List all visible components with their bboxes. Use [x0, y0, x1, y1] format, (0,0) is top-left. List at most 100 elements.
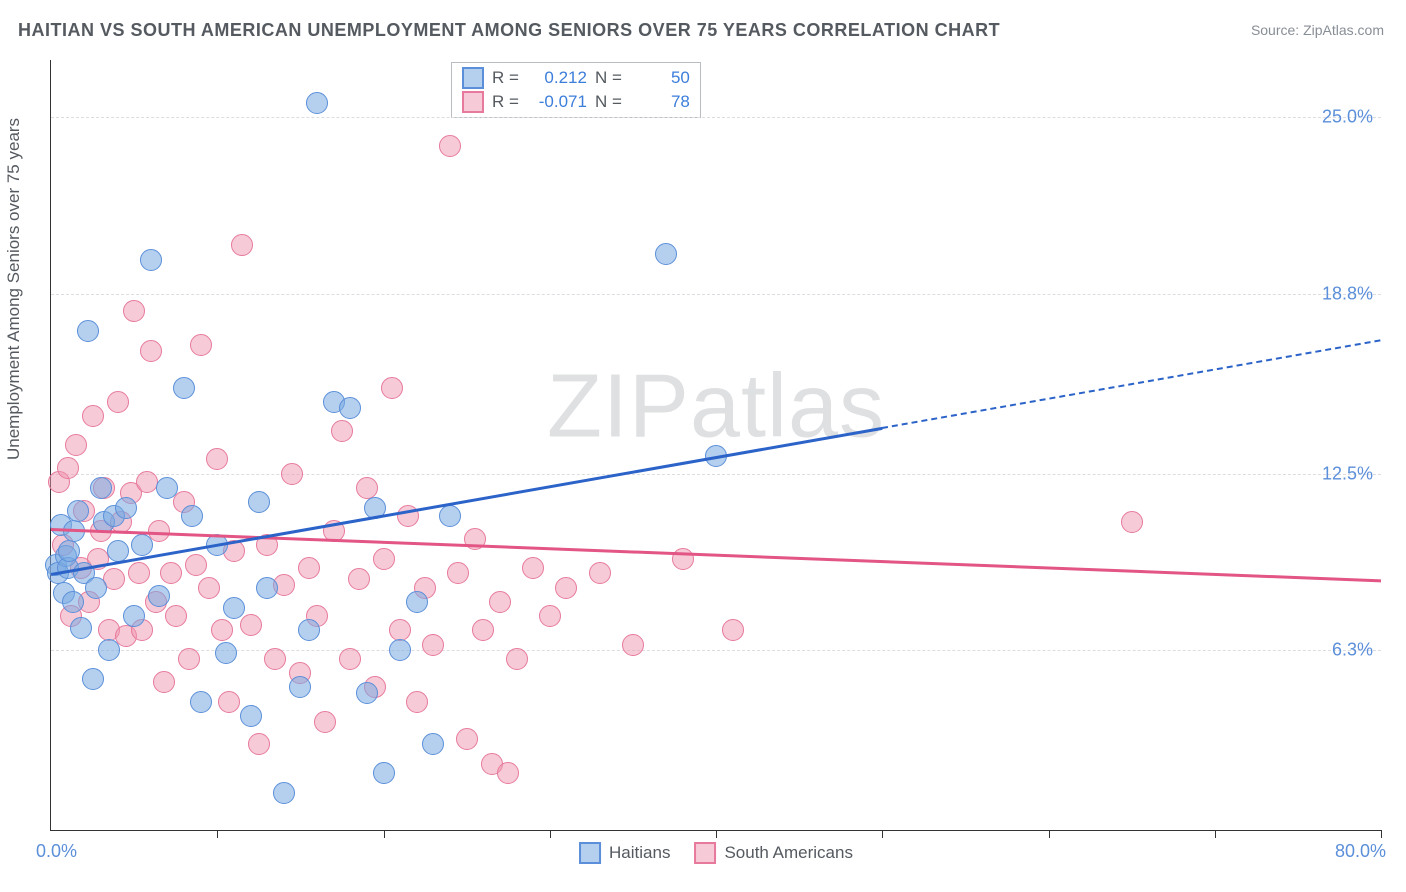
- point-series-b: [314, 711, 336, 733]
- point-series-b: [153, 671, 175, 693]
- point-series-b: [506, 648, 528, 670]
- point-series-a: [82, 668, 104, 690]
- point-series-a: [107, 540, 129, 562]
- series-legend: Haitians South Americans: [579, 842, 853, 864]
- chart-title: HAITIAN VS SOUTH AMERICAN UNEMPLOYMENT A…: [18, 20, 1000, 41]
- point-series-b: [497, 762, 519, 784]
- point-series-b: [589, 562, 611, 584]
- point-series-a: [389, 639, 411, 661]
- point-series-a: [223, 597, 245, 619]
- point-series-b: [456, 728, 478, 750]
- point-series-a: [115, 497, 137, 519]
- point-series-a: [273, 782, 295, 804]
- point-series-a: [422, 733, 444, 755]
- watermark-bold: ZIP: [547, 356, 690, 456]
- y-axis-label: Unemployment Among Seniors over 75 years: [4, 118, 24, 460]
- point-series-b: [622, 634, 644, 656]
- point-series-b: [231, 234, 253, 256]
- gridline: [51, 650, 1381, 651]
- point-series-a: [240, 705, 262, 727]
- y-tick-label: 12.5%: [1322, 463, 1373, 484]
- point-series-a: [339, 397, 361, 419]
- gridline: [51, 294, 1381, 295]
- x-tick: [217, 830, 218, 838]
- r-label: R =: [492, 92, 519, 112]
- point-series-b: [373, 548, 395, 570]
- point-series-b: [57, 457, 79, 479]
- point-series-b: [356, 477, 378, 499]
- y-tick-label: 6.3%: [1332, 640, 1373, 661]
- point-series-b: [107, 391, 129, 413]
- gridline: [51, 117, 1381, 118]
- point-series-b: [422, 634, 444, 656]
- point-series-a: [655, 243, 677, 265]
- r-value-a: 0.212: [527, 68, 587, 88]
- point-series-b: [264, 648, 286, 670]
- legend-label-b: South Americans: [724, 843, 853, 863]
- point-series-b: [439, 135, 461, 157]
- legend-row-a: R = 0.212 N = 50: [462, 67, 690, 89]
- point-series-b: [489, 591, 511, 613]
- legend-item-b: South Americans: [694, 842, 853, 864]
- r-label: R =: [492, 68, 519, 88]
- point-series-a: [173, 377, 195, 399]
- point-series-a: [70, 617, 92, 639]
- point-series-a: [406, 591, 428, 613]
- point-series-a: [439, 505, 461, 527]
- n-value-b: 78: [630, 92, 690, 112]
- point-series-a: [131, 534, 153, 556]
- point-series-a: [123, 605, 145, 627]
- y-tick-label: 25.0%: [1322, 107, 1373, 128]
- point-series-a: [298, 619, 320, 641]
- correlation-legend: R = 0.212 N = 50 R = -0.071 N = 78: [451, 62, 701, 118]
- swatch-series-a: [579, 842, 601, 864]
- source-attribution: Source: ZipAtlas.com: [1251, 22, 1384, 38]
- point-series-b: [128, 562, 150, 584]
- r-value-b: -0.071: [527, 92, 587, 112]
- point-series-b: [211, 619, 233, 641]
- point-series-b: [339, 648, 361, 670]
- x-tick: [1215, 830, 1216, 838]
- point-series-b: [190, 334, 212, 356]
- point-series-b: [406, 691, 428, 713]
- x-tick: [882, 830, 883, 838]
- point-series-b: [140, 340, 162, 362]
- point-series-b: [165, 605, 187, 627]
- legend-row-b: R = -0.071 N = 78: [462, 91, 690, 113]
- point-series-a: [215, 642, 237, 664]
- n-label: N =: [595, 92, 622, 112]
- point-series-a: [62, 591, 84, 613]
- point-series-a: [67, 500, 89, 522]
- point-series-b: [65, 434, 87, 456]
- point-series-a: [256, 577, 278, 599]
- gridline: [51, 474, 1381, 475]
- point-series-a: [85, 577, 107, 599]
- point-series-b: [331, 420, 353, 442]
- scatter-plot-area: ZIPatlas R = 0.212 N = 50 R = -0.071 N =…: [50, 60, 1381, 831]
- point-series-b: [123, 300, 145, 322]
- point-series-b: [522, 557, 544, 579]
- point-series-b: [160, 562, 182, 584]
- point-series-a: [306, 92, 328, 114]
- swatch-series-b: [694, 842, 716, 864]
- point-series-a: [140, 249, 162, 271]
- legend-label-a: Haitians: [609, 843, 670, 863]
- point-series-b: [472, 619, 494, 641]
- x-tick: [384, 830, 385, 838]
- point-series-a: [248, 491, 270, 513]
- point-series-b: [539, 605, 561, 627]
- point-series-a: [373, 762, 395, 784]
- point-series-b: [198, 577, 220, 599]
- point-series-b: [248, 733, 270, 755]
- point-series-b: [206, 448, 228, 470]
- point-series-a: [77, 320, 99, 342]
- point-series-b: [178, 648, 200, 670]
- point-series-a: [289, 676, 311, 698]
- point-series-b: [447, 562, 469, 584]
- point-series-b: [240, 614, 262, 636]
- x-axis-min-label: 0.0%: [36, 841, 77, 862]
- point-series-a: [181, 505, 203, 527]
- x-tick: [716, 830, 717, 838]
- n-label: N =: [595, 68, 622, 88]
- y-tick-label: 18.8%: [1322, 283, 1373, 304]
